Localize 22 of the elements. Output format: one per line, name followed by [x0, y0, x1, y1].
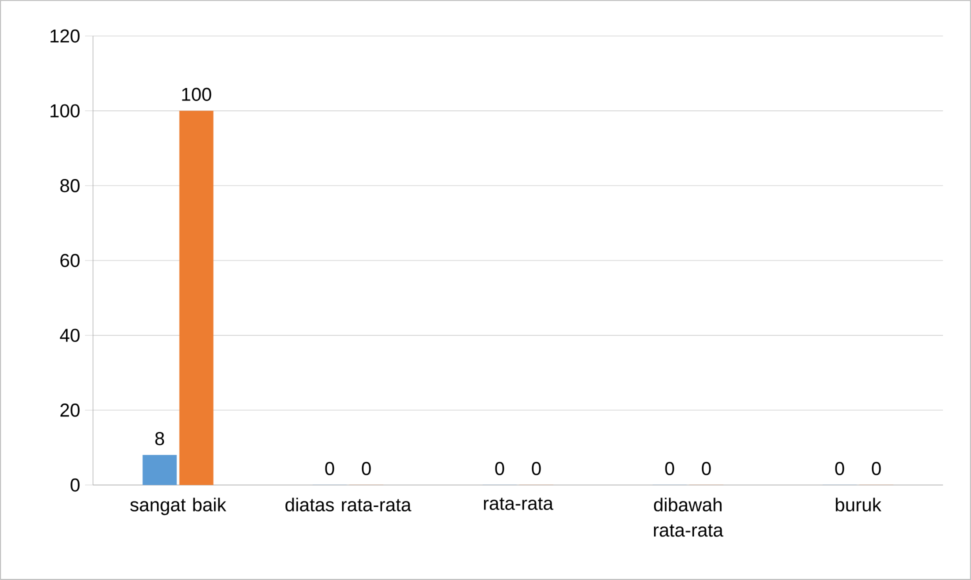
x-tick-label: sangat baik [130, 498, 226, 516]
x-tick-label: rata-rata [484, 498, 554, 510]
data-label: 0 [495, 462, 504, 476]
data-label: 8 [155, 432, 164, 446]
y-tick-label: 100 [50, 104, 80, 118]
data-label: 0 [872, 462, 881, 476]
data-label: 0 [835, 462, 844, 476]
data-label: 0 [665, 462, 674, 476]
data-label: 0 [325, 462, 334, 476]
x-tick-label: dibawah rata-rata [654, 498, 724, 537]
x-tick-label: diatas rata-rata [285, 498, 412, 512]
data-label: 0 [532, 462, 541, 476]
y-tick-label: 0 [70, 478, 80, 492]
y-tick-label: 120 [50, 29, 80, 43]
data-label: 100 [182, 88, 212, 101]
y-tick-label: 80 [60, 179, 80, 192]
y-tick-label: 40 [60, 328, 80, 342]
x-tick-label: buruk [836, 498, 882, 512]
data-label: 0 [362, 462, 371, 476]
y-tick-label: 20 [60, 404, 80, 417]
data-label: 0 [702, 462, 711, 476]
y-tick-label: 60 [60, 254, 80, 268]
